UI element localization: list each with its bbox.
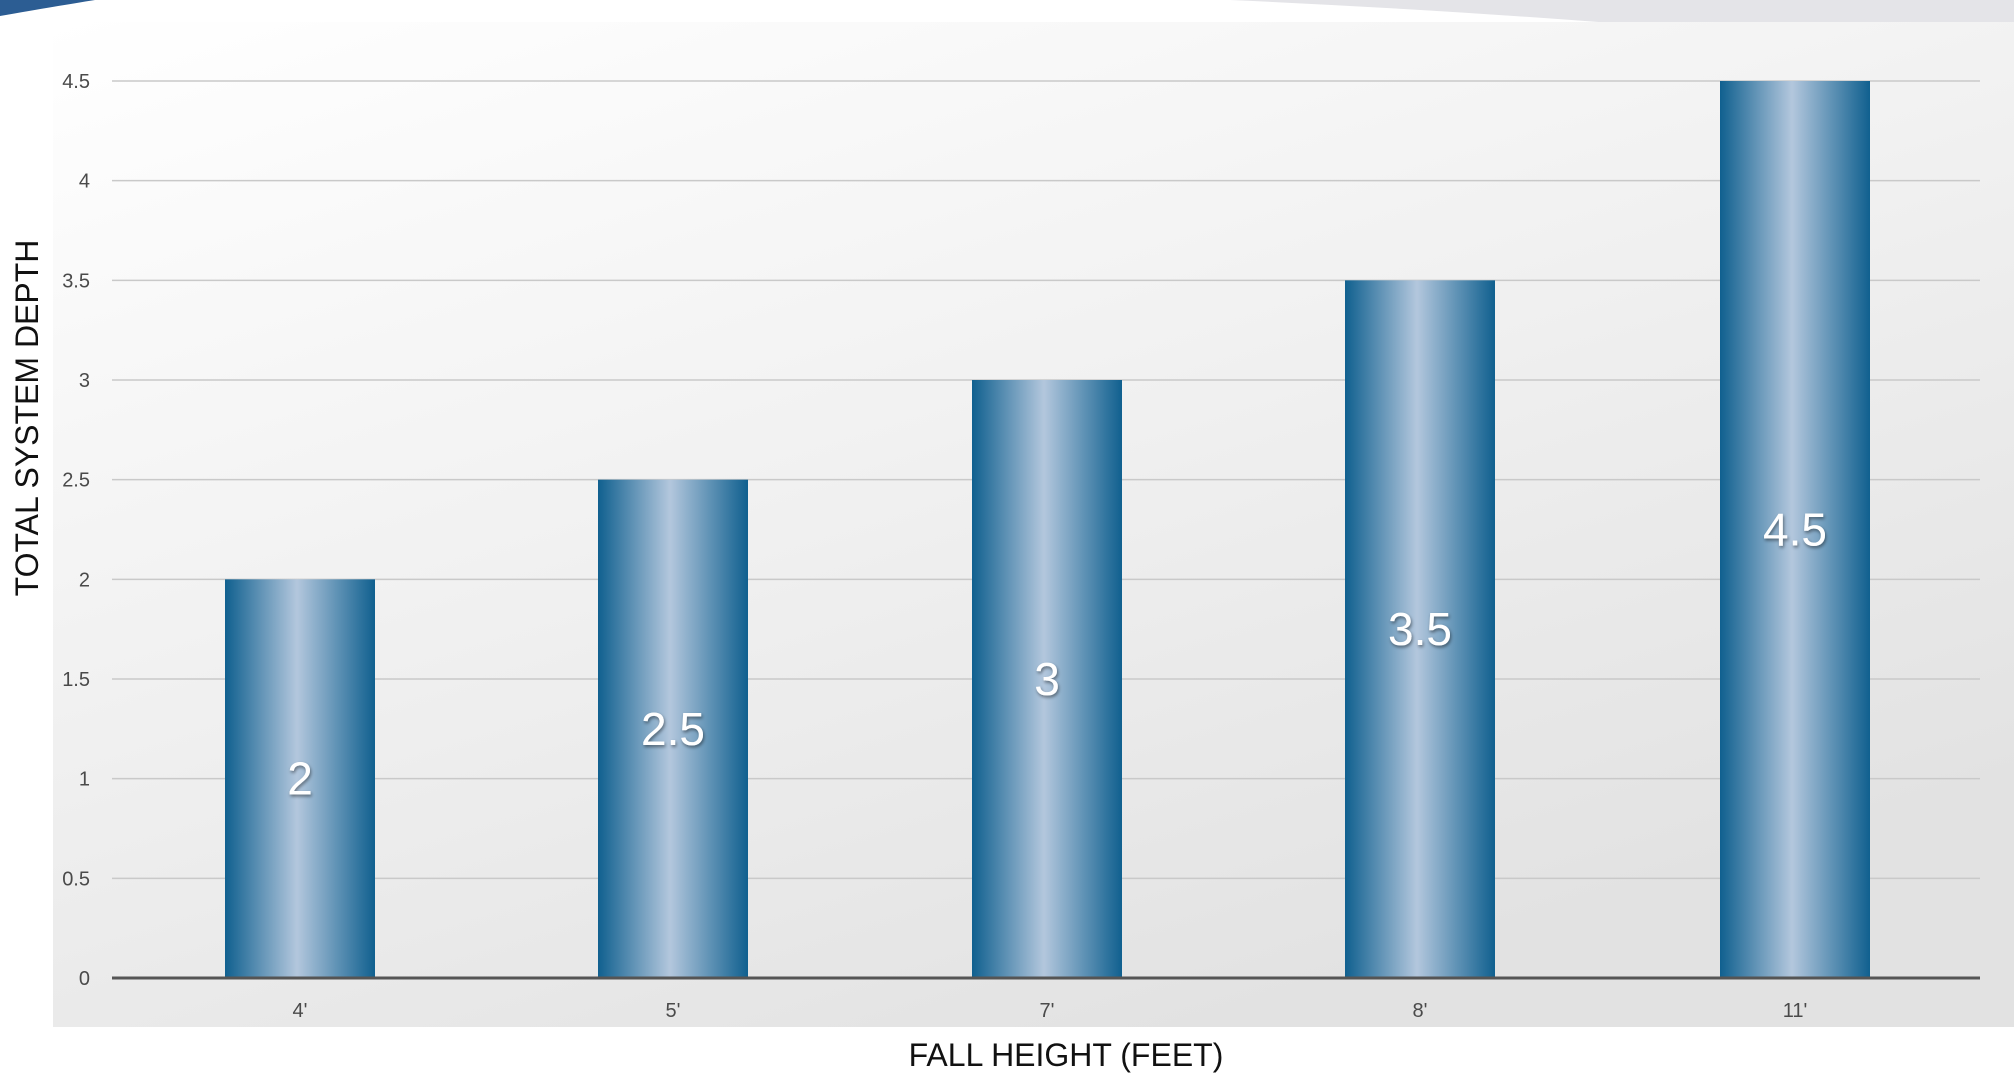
x-tick-label: 5' bbox=[666, 1000, 681, 1022]
data-label: 4.5 bbox=[1763, 504, 1827, 556]
axes: 0 0.5 1 1.5 2 2.5 3 3.5 4 4.5 4' 5' 7' 8' 11' bbox=[62, 71, 1980, 1022]
gridlines bbox=[112, 80, 1980, 880]
y-tick-label: 3 bbox=[79, 370, 90, 392]
y-axis-title: TOTAL SYSTEM DEPTH bbox=[9, 240, 45, 597]
x-axis-title: FALL HEIGHT (FEET) bbox=[909, 1037, 1224, 1073]
top-banner-left bbox=[0, 0, 95, 16]
data-label: 2.5 bbox=[641, 703, 705, 755]
data-label: 2 bbox=[287, 753, 313, 805]
y-tick-label: 0 bbox=[79, 968, 90, 990]
top-banner-right bbox=[1230, 0, 2014, 62]
x-tick-label: 11' bbox=[1783, 1000, 1808, 1022]
y-tick-label: 1 bbox=[79, 769, 90, 791]
y-tick-label: 4.5 bbox=[62, 71, 90, 93]
y-tick-label: 2.5 bbox=[62, 470, 90, 492]
bar bbox=[225, 579, 375, 978]
bar bbox=[598, 479, 748, 978]
y-tick-label: 1.5 bbox=[62, 669, 90, 691]
bar bbox=[1345, 280, 1495, 978]
x-tick-label: 8' bbox=[1413, 1000, 1428, 1022]
bars: 2 2.5 3 3.5 4.5 bbox=[225, 81, 1870, 978]
bar bbox=[972, 380, 1122, 978]
y-tick-label: 0.5 bbox=[62, 868, 90, 890]
x-tick-label: 4' bbox=[293, 1000, 308, 1022]
bar bbox=[1720, 81, 1870, 978]
y-tick-label: 4 bbox=[79, 171, 90, 193]
data-label: 3 bbox=[1034, 653, 1060, 705]
y-tick-label: 3.5 bbox=[62, 270, 90, 292]
data-label: 3.5 bbox=[1388, 603, 1452, 655]
y-tick-label: 2 bbox=[79, 569, 90, 591]
x-tick-label: 7' bbox=[1040, 1000, 1055, 1022]
